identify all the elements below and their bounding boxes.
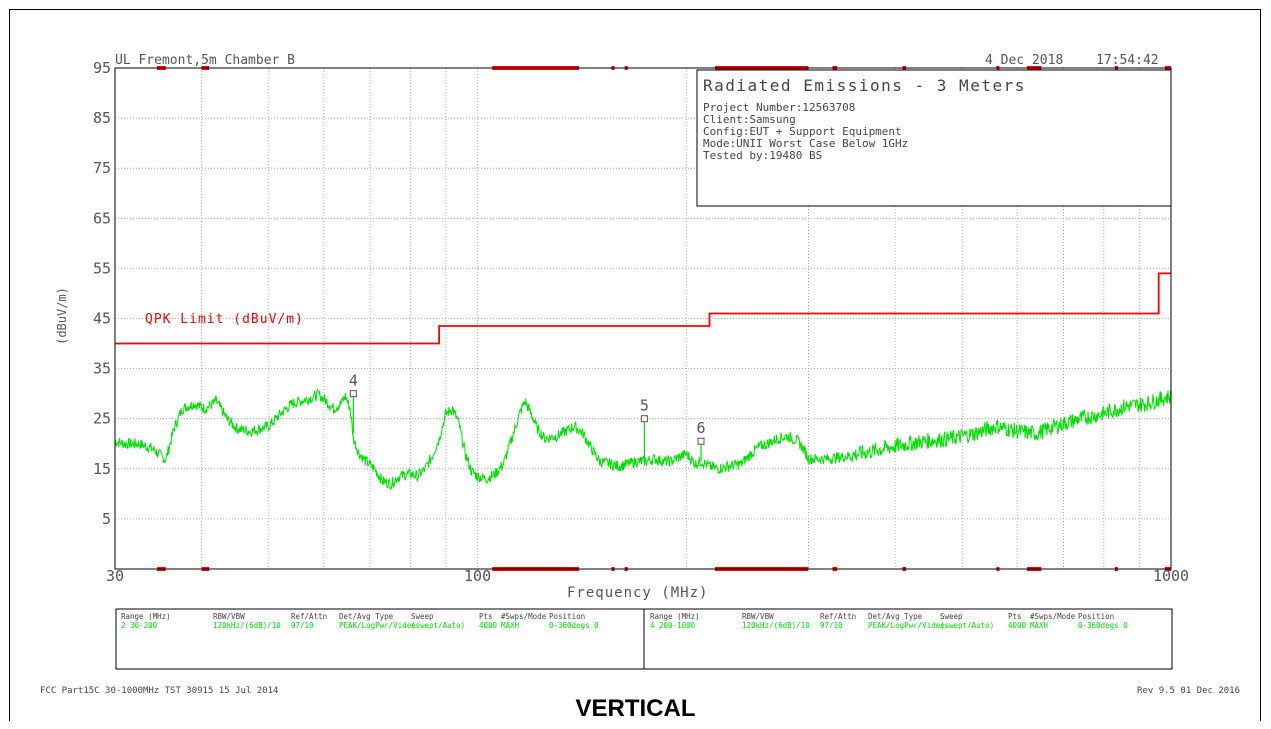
settings-value-cell: 2 30-200 [121, 621, 158, 630]
x-tick-label: 30 [106, 567, 124, 585]
info-title: Radiated Emissions - 3 Meters [703, 76, 1026, 95]
marker-5-label: 5 [640, 397, 649, 415]
settings-value-cell: MAXH [501, 621, 520, 630]
grid [115, 68, 1171, 569]
settings-header-cell: Ref/Attn [820, 612, 856, 621]
info-line: Client:Samsung [703, 113, 796, 126]
settings-value-cell: PEAK/LogPwr/Video [339, 621, 416, 630]
settings-header-cell: Det/Avg Type [339, 612, 394, 621]
y-tick-label: 85 [93, 109, 111, 127]
y-tick-label: 15 [93, 460, 111, 478]
settings-value-cell: 0-360degs 0 [1078, 621, 1128, 630]
marker-4-symbol [349, 390, 357, 398]
marker-6-symbol [697, 437, 705, 445]
y-tick-label: 5 [102, 510, 111, 528]
settings-value-cell: PEAK/LogPwr/Video [868, 621, 945, 630]
settings-header-cell: #Swps/Mode [1030, 612, 1076, 621]
settings-value-cell: (swept/Auto) [940, 621, 994, 630]
settings-value-cell: (swept/Auto) [411, 621, 465, 630]
site-label: UL Fremont,5m Chamber B [115, 53, 295, 68]
date-label: 4 Dec 2018 [985, 53, 1063, 68]
settings-header-cell: Ref/Attn [291, 612, 327, 621]
plot-border [114, 67, 1172, 570]
limit-legend-label: QPK Limit (dBuV/m) [145, 312, 304, 327]
settings-header-cell: Pts [479, 612, 493, 621]
y-tick-label: 65 [93, 209, 111, 227]
y-axis-label: (dBuV/m) [55, 287, 69, 345]
settings-header-cell: Position [1078, 612, 1114, 621]
y-tick-label: 95 [93, 59, 111, 77]
time-label: 17:54:42 [1096, 53, 1159, 68]
settings-value-cell: 97/10 [820, 621, 843, 630]
settings-header-cell: Position [549, 612, 585, 621]
footer-left: FCC Part15C 30-1000MHz TST 30915 15 Jul … [40, 686, 278, 696]
measured-trace [114, 388, 1172, 490]
y-tick-labels: 95 85 75 65 55 45 35 25 15 5 [93, 59, 111, 528]
settings-value-cell: 4000 [479, 621, 498, 630]
info-line: Mode:UNII Worst Case Below 1GHz [703, 137, 908, 150]
x-tick-label: 100 [464, 567, 491, 585]
y-tick-label: 75 [93, 159, 111, 177]
x-tick-labels: 30 100 1000 [106, 567, 1189, 585]
y-tick-label: 35 [93, 360, 111, 378]
info-line: Project Number:12563708 [703, 101, 855, 114]
y-tick-label: 45 [93, 310, 111, 328]
y-tick-label: 25 [93, 410, 111, 428]
info-box [696, 69, 1172, 207]
markers: 4 5 6 [349, 372, 706, 445]
x-tick-label: 1000 [1153, 567, 1189, 585]
settings-header-cell: Range (MHz) [650, 612, 700, 621]
settings-header-cell: RBW/VBW [742, 612, 774, 621]
settings-value-cell: 4 200-1000 [650, 621, 696, 630]
footer-right: Rev 9.5 01 Dec 2016 [1137, 686, 1240, 696]
report-frame [9, 9, 1261, 721]
settings-value-cell: 4000 [1008, 621, 1027, 630]
settings-value-cell: 0-360degs 0 [549, 621, 599, 630]
settings-header-cell: Sweep [411, 612, 434, 621]
settings-header-cell: Sweep [940, 612, 963, 621]
marker-5-symbol [640, 415, 648, 423]
marker-6-label: 6 [696, 419, 705, 437]
info-lines: Project Number:12563708Client:SamsungCon… [703, 101, 908, 162]
settings-value-cell: 97/10 [291, 621, 314, 630]
qpk-limit-line [115, 272, 1171, 345]
settings-header-cell: #Swps/Mode [501, 612, 547, 621]
settings-header-cell: RBW/VBW [213, 612, 245, 621]
settings-value-cell: 120kHz/(6dB)/10 [742, 621, 810, 630]
settings-header-cell: Range (MHz) [121, 612, 171, 621]
series [114, 272, 1172, 490]
settings-cells: Range (MHz)2 30-200RBW/VBW120kHz/(6dB)/1… [121, 612, 1128, 630]
info-line: Config:EUT + Support Equipment [703, 125, 902, 138]
x-axis-label: Frequency (MHz) [567, 585, 708, 601]
info-line: Tested by:19480 BS [703, 149, 822, 162]
settings-value-cell: 120kHz/(6dB)/10 [213, 621, 281, 630]
settings-header-cell: Det/Avg Type [868, 612, 923, 621]
settings-header-cell: Pts [1008, 612, 1022, 621]
y-tick-label: 55 [93, 259, 111, 277]
polarization-caption: VERTICAL [575, 695, 696, 722]
settings-value-cell: MAXH [1030, 621, 1049, 630]
marker-4-label: 4 [349, 372, 358, 390]
